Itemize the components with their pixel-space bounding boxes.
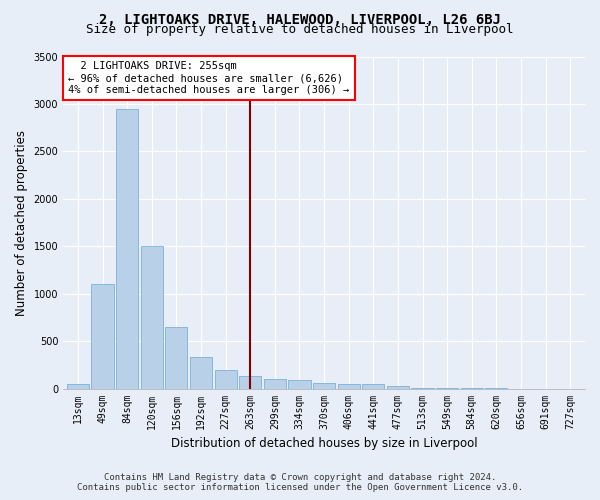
Bar (313, 384, 335, 388)
Bar (264, 379, 286, 388)
Bar (116, 108, 138, 388)
Bar (91, 284, 113, 389)
Text: 2 LIGHTOAKS DRIVE: 255sqm
← 96% of detached houses are smaller (6,626)
4% of sem: 2 LIGHTOAKS DRIVE: 255sqm ← 96% of detac… (68, 62, 350, 94)
Bar (141, 246, 163, 388)
Bar (239, 376, 262, 388)
Bar (338, 384, 360, 388)
Bar (215, 370, 237, 388)
Bar (190, 357, 212, 388)
Text: Contains HM Land Registry data © Crown copyright and database right 2024.
Contai: Contains HM Land Registry data © Crown c… (77, 473, 523, 492)
Bar (67, 384, 89, 388)
Text: Size of property relative to detached houses in Liverpool: Size of property relative to detached ho… (86, 22, 514, 36)
X-axis label: Distribution of detached houses by size in Liverpool: Distribution of detached houses by size … (171, 437, 478, 450)
Bar (362, 384, 385, 388)
Bar (166, 327, 187, 388)
Bar (387, 386, 409, 388)
Text: 2, LIGHTOAKS DRIVE, HALEWOOD, LIVERPOOL, L26 6BJ: 2, LIGHTOAKS DRIVE, HALEWOOD, LIVERPOOL,… (99, 12, 501, 26)
Bar (289, 380, 311, 388)
Y-axis label: Number of detached properties: Number of detached properties (15, 130, 28, 316)
